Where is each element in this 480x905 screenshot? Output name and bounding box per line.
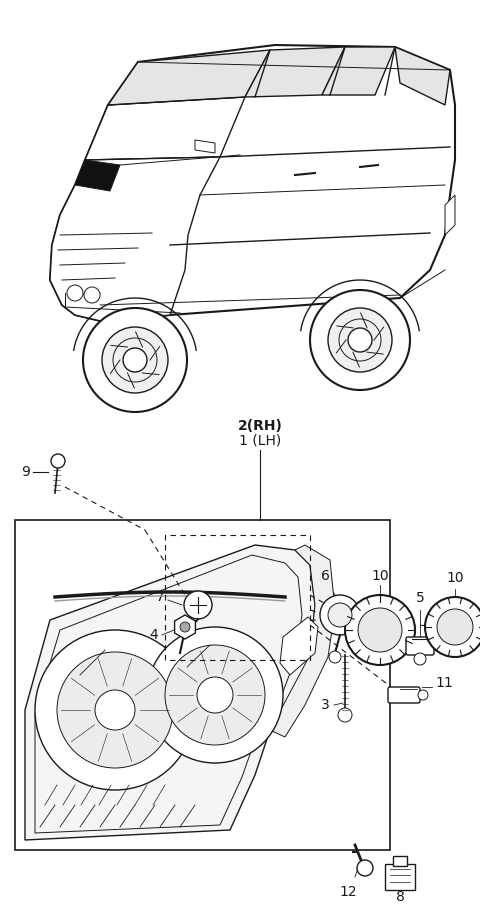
Circle shape [348, 328, 372, 352]
Circle shape [184, 591, 212, 619]
Circle shape [57, 652, 173, 768]
Text: 8: 8 [396, 890, 405, 904]
Circle shape [95, 690, 135, 730]
Text: 10: 10 [446, 571, 464, 585]
Polygon shape [195, 140, 215, 153]
Polygon shape [50, 45, 455, 322]
Text: 4: 4 [149, 628, 158, 642]
Circle shape [310, 290, 410, 390]
Polygon shape [85, 97, 245, 160]
Text: 5: 5 [416, 591, 424, 605]
Polygon shape [395, 47, 450, 105]
Polygon shape [25, 545, 315, 840]
Circle shape [165, 645, 265, 745]
Polygon shape [245, 47, 345, 97]
Circle shape [357, 860, 373, 876]
Circle shape [414, 653, 426, 665]
Polygon shape [322, 47, 395, 95]
FancyBboxPatch shape [388, 687, 420, 703]
Circle shape [320, 595, 360, 635]
Circle shape [147, 627, 283, 763]
Circle shape [123, 348, 147, 372]
Text: 6: 6 [321, 569, 329, 583]
Circle shape [338, 708, 352, 722]
Polygon shape [280, 617, 318, 675]
FancyBboxPatch shape [406, 637, 434, 655]
Text: 1 (LH): 1 (LH) [239, 433, 281, 447]
Bar [15, 520, 390, 850]
FancyBboxPatch shape [393, 856, 407, 866]
Circle shape [67, 285, 83, 301]
Text: 10: 10 [371, 569, 389, 583]
Text: 9: 9 [21, 465, 30, 479]
Polygon shape [108, 50, 270, 105]
Polygon shape [50, 157, 220, 322]
Polygon shape [175, 615, 195, 639]
Circle shape [51, 454, 65, 468]
Text: 12: 12 [339, 885, 357, 899]
Circle shape [328, 603, 352, 627]
Polygon shape [270, 545, 335, 737]
Circle shape [418, 690, 428, 700]
Circle shape [102, 327, 168, 393]
Circle shape [437, 609, 473, 645]
Text: 3: 3 [321, 698, 330, 712]
Circle shape [329, 651, 341, 663]
Circle shape [345, 595, 415, 665]
Circle shape [328, 308, 392, 372]
Text: 7: 7 [156, 590, 165, 604]
FancyBboxPatch shape [385, 864, 415, 890]
Circle shape [84, 287, 100, 303]
Polygon shape [75, 160, 120, 191]
Circle shape [180, 622, 190, 632]
Text: 2(RH): 2(RH) [238, 419, 282, 433]
Circle shape [83, 308, 187, 412]
Circle shape [358, 608, 402, 652]
Circle shape [425, 597, 480, 657]
Circle shape [35, 630, 195, 790]
Circle shape [197, 677, 233, 713]
Text: 11: 11 [435, 676, 453, 690]
Polygon shape [445, 195, 455, 235]
